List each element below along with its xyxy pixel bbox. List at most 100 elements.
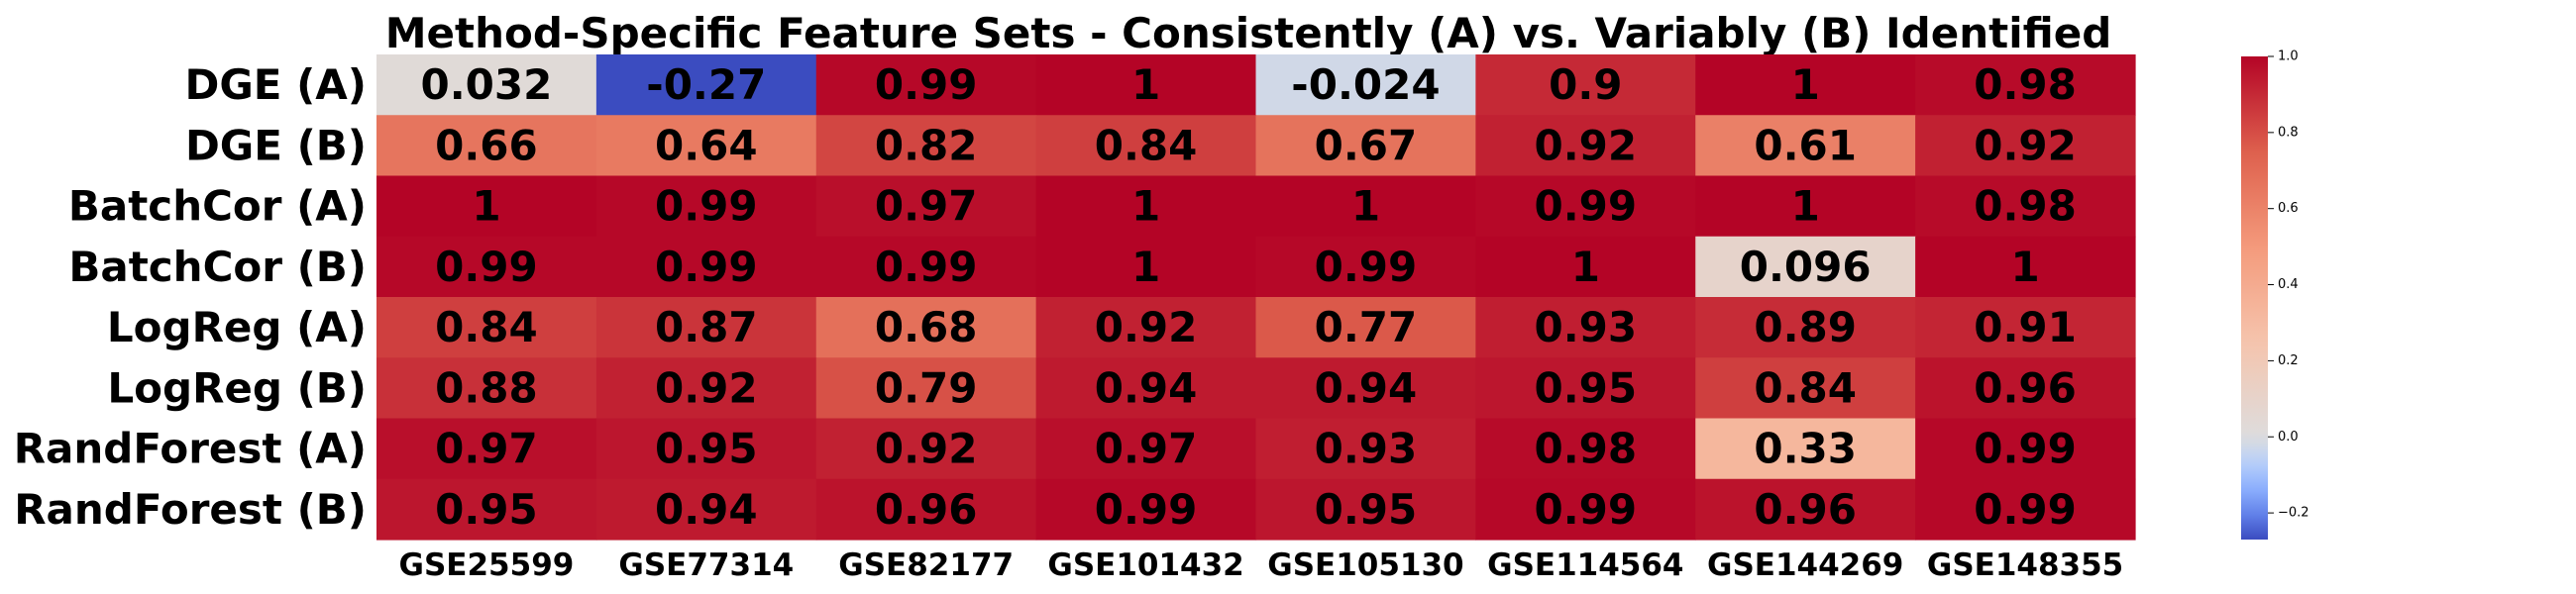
heatmap-cell-labels: 0.032 -0.27 0.99 1 -0.024 0.9 1 0.980.66 0.64 0.8… <box>421 60 2077 534</box>
cell-value-label: 0.93 <box>1315 425 1418 473</box>
cell-value-label: 1 <box>1571 243 1600 291</box>
cell-value-label: 0.032 <box>421 60 553 109</box>
cell-value-label: 0.9 <box>1549 60 1622 109</box>
cell-value-label: 0.95 <box>435 485 538 534</box>
heatmap-cell <box>1255 115 1476 177</box>
cell-value-label: 0.79 <box>875 363 978 412</box>
y-tick-label: RandForest (A) <box>14 425 367 473</box>
cell-value-label: 1 <box>1131 60 1160 109</box>
heatmap-cell <box>595 478 817 541</box>
cell-value-label: 0.95 <box>1315 485 1418 534</box>
cell-value-label: 0.99 <box>1974 425 2077 473</box>
heatmap-cell <box>595 297 817 358</box>
heatmap-cell <box>595 115 817 177</box>
cell-value-label: 0.97 <box>1095 425 1198 473</box>
heatmap-cell <box>1475 236 1696 298</box>
heatmap-cell <box>1915 297 2136 358</box>
colorbar-tick-label: 1.0 <box>2278 50 2299 64</box>
heatmap-cell <box>1915 478 2136 541</box>
heatmap-cell <box>595 236 817 298</box>
cell-value-label: 0.88 <box>435 363 538 412</box>
heatmap-cell <box>1695 357 1916 420</box>
cell-value-label: 0.99 <box>875 243 978 291</box>
x-tick-label: GSE105130 <box>1267 547 1463 583</box>
y-tick-label: BatchCor (B) <box>68 243 367 291</box>
x-tick-label: GSE82177 <box>838 547 1014 583</box>
heatmap-cells <box>376 54 2136 541</box>
heatmap-cell <box>376 115 597 177</box>
cell-value-label: 0.61 <box>1754 121 1857 169</box>
heatmap-cell <box>1915 418 2136 480</box>
cell-value-label: -0.27 <box>646 60 766 109</box>
cell-value-label: 0.64 <box>655 121 758 169</box>
cell-value-label: 0.98 <box>1974 182 2077 231</box>
cell-value-label: 0.97 <box>435 425 538 473</box>
heatmap-cell <box>1035 357 1257 420</box>
heatmap-cell <box>1255 418 1476 480</box>
cell-value-label: 0.68 <box>875 303 978 351</box>
cell-value-label: -0.024 <box>1291 60 1440 109</box>
cell-value-label: 1 <box>472 182 500 231</box>
heatmap-cell <box>376 236 597 298</box>
cell-value-label: 0.92 <box>655 363 758 412</box>
y-tick-label: DGE (A) <box>184 60 367 109</box>
cell-value-label: 0.96 <box>875 485 978 534</box>
cell-value-label: 0.84 <box>1754 363 1857 412</box>
heatmap-cell <box>376 297 597 358</box>
colorbar-tick-label: −0.2 <box>2278 506 2309 521</box>
cell-value-label: 0.66 <box>435 121 538 169</box>
cell-value-label: 0.77 <box>1315 303 1418 351</box>
heatmap-cell <box>376 175 597 238</box>
heatmap-cell <box>1695 54 1916 116</box>
cell-value-label: 0.99 <box>1534 485 1637 534</box>
cell-value-label: 0.99 <box>1095 485 1198 534</box>
cell-value-label: 1 <box>1791 60 1820 109</box>
heatmap-cell <box>595 54 817 116</box>
cell-value-label: 0.99 <box>875 60 978 109</box>
cell-value-label: 0.91 <box>1974 303 2077 351</box>
heatmap-cell <box>815 175 1037 238</box>
cell-value-label: 0.99 <box>1974 485 2077 534</box>
x-tick-label: GSE148355 <box>1927 547 2123 583</box>
x-tick-label: GSE25599 <box>399 547 575 583</box>
cell-value-label: 0.97 <box>875 182 978 231</box>
cell-value-label: 0.99 <box>655 182 758 231</box>
heatmap-cell <box>595 175 817 238</box>
y-tick-label: DGE (B) <box>185 121 367 169</box>
heatmap-cell <box>815 478 1037 541</box>
heatmap-cell <box>1255 478 1476 541</box>
heatmap-cell <box>1915 115 2136 177</box>
cell-value-label: 0.096 <box>1740 243 1872 291</box>
heatmap-cell <box>595 357 817 420</box>
heatmap-cell <box>1695 236 1916 298</box>
cell-value-label: 0.84 <box>435 303 538 351</box>
heatmap-cell <box>1035 175 1257 238</box>
cell-value-label: 0.99 <box>435 243 538 291</box>
heatmap-cell <box>1915 236 2136 298</box>
heatmap-cell <box>1255 175 1476 238</box>
cell-value-label: 0.92 <box>1974 121 2077 169</box>
cell-value-label: 1 <box>1131 182 1160 231</box>
heatmap-cell <box>376 478 597 541</box>
heatmap-cell <box>815 54 1037 116</box>
heatmap-cell <box>1475 478 1696 541</box>
y-axis-labels: DGE (A) DGE (B) BatchCor (A) BatchCor (B) Lo… <box>14 60 367 534</box>
heatmap-cell <box>815 418 1037 480</box>
cell-value-label: 0.94 <box>1095 363 1198 412</box>
cell-value-label: 0.98 <box>1974 60 2077 109</box>
heatmap-cell <box>1035 236 1257 298</box>
heatmap-cell <box>376 54 597 116</box>
heatmap-cell <box>1475 54 1696 116</box>
colorbar-tick-label: 0.4 <box>2278 277 2299 292</box>
heatmap-cell <box>1475 115 1696 177</box>
x-tick-label: GSE77314 <box>618 547 794 583</box>
cell-value-label: 0.82 <box>875 121 978 169</box>
colorbar-tick-label: 0.2 <box>2278 353 2299 368</box>
x-tick-label: GSE101432 <box>1047 547 1243 583</box>
y-tick-label: RandForest (B) <box>14 485 367 534</box>
heatmap-cell <box>1915 54 2136 116</box>
colorbar-tick-label: 0.8 <box>2278 125 2299 140</box>
cell-value-label: 0.99 <box>655 243 758 291</box>
cell-value-label: 0.92 <box>1095 303 1198 351</box>
